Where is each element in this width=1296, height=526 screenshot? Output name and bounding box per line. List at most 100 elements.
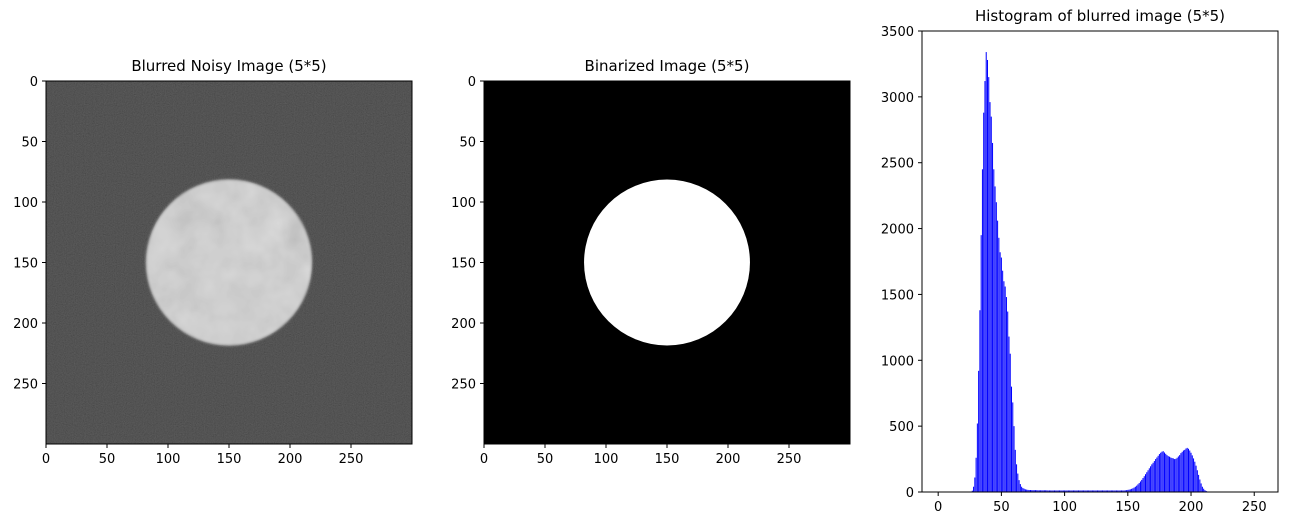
histogram-bar bbox=[1142, 478, 1144, 492]
histogram-bar bbox=[1137, 484, 1139, 492]
histogram-bar bbox=[1139, 481, 1141, 492]
histogram-bar bbox=[1045, 490, 1047, 492]
histogram-bar bbox=[1017, 473, 1019, 492]
x-tick-label: 250 bbox=[777, 452, 802, 467]
histogram-bar bbox=[1040, 490, 1042, 492]
histogram-bar bbox=[1118, 490, 1120, 492]
histogram-bar bbox=[1150, 466, 1152, 492]
histogram-bar bbox=[1123, 490, 1125, 492]
histogram-bar bbox=[1176, 457, 1178, 492]
histogram-bar bbox=[989, 102, 991, 492]
histogram-bar bbox=[1002, 270, 1004, 492]
histogram-bar bbox=[1157, 455, 1159, 492]
histogram-bar bbox=[1132, 488, 1134, 492]
x-tick-label: 0 bbox=[480, 452, 488, 467]
histogram-bar bbox=[1205, 490, 1207, 492]
histogram-bar bbox=[1115, 490, 1117, 492]
x-tick-label: 50 bbox=[993, 500, 1010, 515]
histogram-bar bbox=[1005, 297, 1007, 492]
histogram-bar bbox=[1022, 488, 1024, 492]
histogram-bar bbox=[1008, 336, 1010, 492]
histogram-bar bbox=[1181, 451, 1183, 492]
histogram-bar bbox=[1175, 458, 1177, 492]
histogram-bar bbox=[1009, 353, 1011, 492]
histogram-bar bbox=[1066, 490, 1068, 492]
y-tick-label: 150 bbox=[13, 257, 38, 272]
y-tick-label: 50 bbox=[459, 136, 476, 151]
y-tick-label: 1500 bbox=[881, 288, 914, 303]
histogram-bar bbox=[1027, 489, 1029, 492]
histogram-bar bbox=[990, 116, 992, 492]
histogram-bar bbox=[1056, 490, 1058, 492]
histogram-bar bbox=[1117, 490, 1119, 492]
histogram-bar bbox=[1127, 489, 1129, 492]
histogram-bar bbox=[980, 235, 982, 492]
histogram-bar bbox=[1074, 490, 1076, 492]
histogram-bar bbox=[1179, 455, 1181, 492]
histogram-bar bbox=[998, 237, 1000, 492]
y-tick-label: 3000 bbox=[881, 91, 914, 106]
histogram-bar bbox=[1084, 490, 1086, 492]
histogram-bar bbox=[1102, 490, 1104, 492]
histogram-bar bbox=[1105, 490, 1107, 492]
y-tick-label: 1000 bbox=[881, 354, 914, 369]
histogram-bar bbox=[1169, 456, 1171, 492]
histogram-bar bbox=[993, 169, 995, 493]
histogram-bar bbox=[1069, 490, 1071, 492]
histogram-bar bbox=[1138, 483, 1140, 492]
histogram-bar bbox=[1051, 490, 1053, 492]
histogram-bar bbox=[1062, 490, 1064, 492]
histogram-bar bbox=[1088, 490, 1090, 492]
histogram-bar bbox=[1072, 490, 1074, 492]
histogram-bar bbox=[1177, 456, 1179, 492]
histogram-bar bbox=[1012, 402, 1014, 492]
histogram-bar bbox=[985, 52, 987, 493]
histogram-bar bbox=[1086, 490, 1088, 492]
histogram-bar bbox=[1119, 490, 1121, 492]
histogram-bar bbox=[1134, 486, 1136, 492]
histogram-bar bbox=[1083, 490, 1085, 492]
x-tick-label: 150 bbox=[655, 452, 680, 467]
histogram-bar bbox=[1114, 490, 1116, 492]
binarized-image-title: Binarized Image (5*5) bbox=[585, 57, 750, 75]
y-tick-label: 3500 bbox=[881, 25, 914, 40]
x-tick-label: 200 bbox=[278, 452, 303, 467]
histogram-bar bbox=[1187, 448, 1189, 492]
x-tick-label: 150 bbox=[1115, 500, 1140, 515]
x-tick-label: 100 bbox=[594, 452, 619, 467]
y-tick-label: 50 bbox=[21, 136, 38, 151]
histogram-bar bbox=[1194, 461, 1196, 492]
histogram-bar bbox=[1043, 490, 1045, 492]
histogram-bar bbox=[1170, 457, 1172, 492]
histogram-bar bbox=[1143, 476, 1145, 492]
y-tick-label: 150 bbox=[451, 257, 476, 272]
histogram-bar bbox=[1190, 452, 1192, 492]
histogram-bar bbox=[1024, 489, 1026, 492]
histogram-bar bbox=[1090, 490, 1092, 492]
y-tick-label: 200 bbox=[13, 317, 38, 332]
binary-disk bbox=[584, 179, 750, 346]
histogram-bar bbox=[1037, 490, 1039, 492]
histogram-bar bbox=[995, 202, 997, 492]
histogram-bar bbox=[1036, 490, 1038, 492]
histogram-bar bbox=[1055, 490, 1057, 492]
histogram-bar bbox=[1172, 458, 1174, 492]
histogram-bar bbox=[1166, 455, 1168, 492]
histogram-bar bbox=[1065, 490, 1067, 492]
histogram-bar bbox=[1189, 450, 1191, 492]
histogram-bar bbox=[1000, 257, 1002, 492]
y-tick-label: 100 bbox=[451, 196, 476, 211]
histogram-bar bbox=[1099, 490, 1101, 492]
histogram-bar bbox=[1035, 490, 1037, 492]
x-tick-label: 100 bbox=[1052, 500, 1077, 515]
histogram-bar bbox=[997, 220, 999, 492]
histogram-bar bbox=[1095, 490, 1097, 492]
histogram-bar bbox=[1064, 490, 1066, 492]
histogram-bar bbox=[983, 112, 985, 493]
histogram-bar bbox=[1131, 488, 1133, 492]
histogram-bar bbox=[1067, 490, 1069, 492]
blurred-image-title: Blurred Noisy Image (5*5) bbox=[131, 57, 326, 75]
histogram-bar bbox=[1198, 474, 1200, 492]
histogram-bar bbox=[1200, 483, 1202, 492]
histogram-bar bbox=[1196, 470, 1198, 492]
